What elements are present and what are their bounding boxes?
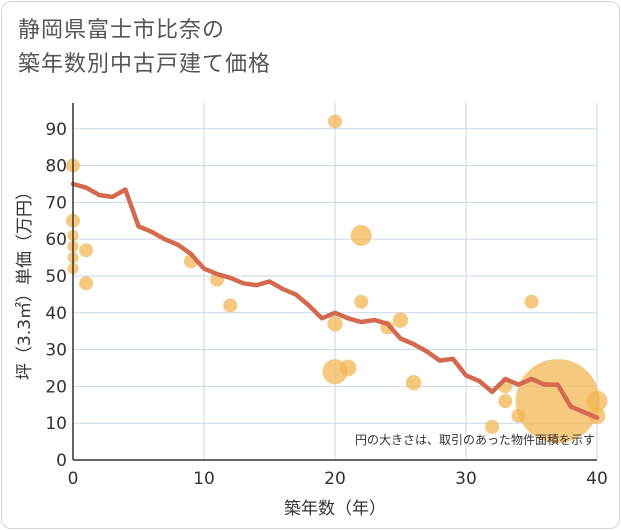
y-tick-label: 90 [45, 120, 67, 140]
data-point [339, 359, 357, 377]
average-line-path [70, 181, 600, 420]
x-tick-label: 20 [324, 469, 346, 489]
y-tick-label: 20 [45, 377, 67, 397]
y-tick-label: 60 [45, 230, 67, 250]
chart-title-line1: 静岡県富士市比奈の [18, 18, 226, 43]
axes [72, 103, 597, 461]
x-tick-label: 40 [586, 469, 608, 489]
y-tick-label: 50 [45, 267, 67, 287]
y-tick-label: 80 [45, 157, 67, 177]
average-line [70, 181, 600, 420]
data-point [79, 243, 94, 258]
y-tick-label: 30 [45, 341, 67, 361]
data-point [405, 375, 422, 391]
grid [73, 103, 598, 460]
y-tick-label: 40 [45, 304, 67, 324]
data-point [327, 316, 343, 332]
data-point [328, 114, 342, 129]
size-note: 円の大きさは、取引のあった物件面積を示す [355, 432, 595, 447]
data-point [498, 394, 513, 409]
data-point [79, 276, 94, 291]
y-tick-label: 10 [45, 414, 67, 434]
chart-title-line2: 築年数別中古戸建て価格 [18, 52, 272, 77]
y-tick-label: 70 [45, 193, 67, 213]
data-point [586, 390, 608, 412]
data-point [524, 294, 539, 309]
x-tick-label: 0 [68, 469, 79, 489]
data-point [485, 419, 500, 434]
data-points [66, 114, 608, 444]
data-point [354, 294, 369, 309]
y-axis-label: 坪（3.3㎡）単価（万円） [15, 183, 35, 380]
data-point [223, 298, 238, 313]
data-point [350, 224, 372, 246]
data-point [392, 312, 409, 328]
y-tick-label: 0 [56, 451, 67, 471]
chart-title: 静岡県富士市比奈の 築年数別中古戸建て価格 [18, 14, 271, 82]
x-tick-label: 30 [455, 469, 477, 489]
x-axis-label: 築年数（年） [284, 499, 386, 519]
x-tick-label: 10 [193, 469, 215, 489]
tick-labels: 0 10 20 30 40 0 10 20 30 40 50 60 70 80 90 [45, 120, 607, 489]
